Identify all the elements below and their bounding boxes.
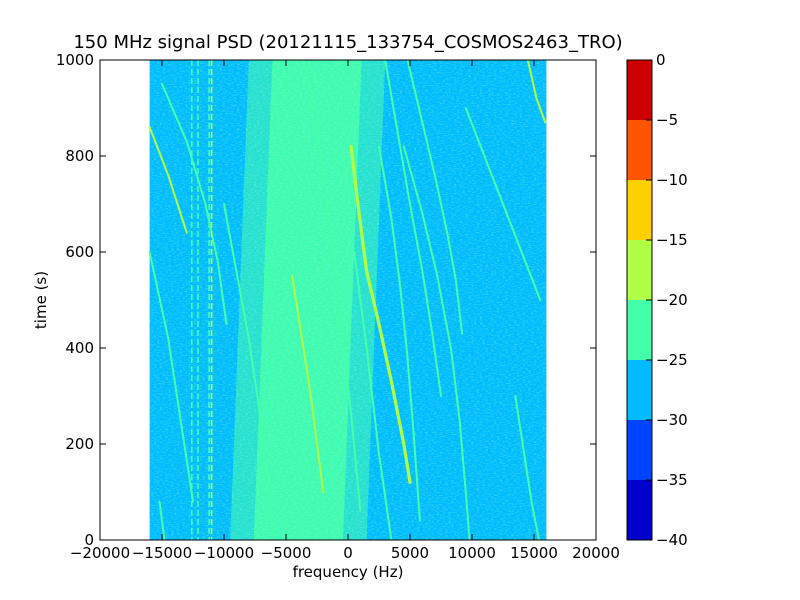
psd-heatmap — [149, 60, 547, 540]
signal-trace-12 — [402, 145, 471, 540]
x-tick-label: −20000 — [70, 544, 130, 562]
signal-trace-16 — [158, 500, 166, 540]
y-tick-label: 400 — [65, 339, 94, 357]
colorbar: −40 −35 −30 −25 −20 −15 −10 −5 0 — [626, 51, 688, 549]
signal-trace-6 — [303, 60, 362, 513]
colorbar-segment — [627, 480, 652, 540]
x-tick-label: 0 — [343, 544, 353, 562]
signal-trace-7 — [291, 275, 325, 493]
signal-trace-9 — [384, 60, 442, 397]
colorbar-segment — [627, 360, 652, 420]
y-tick-label: 0 — [84, 531, 94, 549]
y-tick-label: 1000 — [56, 51, 94, 69]
colorbar-tick-label: −40 — [656, 531, 688, 549]
x-tick-label: 20000 — [572, 544, 620, 562]
x-axis-ticks: −20000 −15000 −10000 −5000 0 5000 10000 15000 20… — [70, 60, 620, 562]
y-axis-label: time (s) — [32, 271, 50, 329]
colorbar-tick-label: 0 — [656, 51, 666, 69]
x-tick-label: 10000 — [448, 544, 496, 562]
x-tick-label: −15000 — [132, 544, 192, 562]
colorbar-segment — [627, 60, 652, 120]
heatmap-speckle — [149, 60, 547, 540]
y-tick-label: 200 — [65, 435, 94, 453]
signal-trace-4 — [148, 251, 194, 503]
signal-trace-15 — [514, 395, 540, 540]
x-tick-label: −5000 — [261, 544, 312, 562]
colorbar-tick-label: −25 — [656, 351, 688, 369]
signal-trace-11 — [378, 145, 421, 522]
signal-trace-3 — [161, 83, 228, 325]
colorbar-segment — [627, 420, 652, 480]
x-axis-label: frequency (Hz) — [293, 563, 404, 581]
signal-trace-5 — [223, 203, 275, 540]
y-tick-label: 600 — [65, 243, 94, 261]
signal-trace-8 — [353, 251, 393, 540]
x-tick-label: 15000 — [510, 544, 558, 562]
colorbar-tick-label: −5 — [656, 111, 678, 129]
colorbar-tick-label: −35 — [656, 471, 688, 489]
signal-trace-10 — [406, 60, 464, 335]
chart-title: 150 MHz signal PSD (20121115_133754_COSM… — [73, 32, 622, 53]
colorbar-segment — [627, 180, 652, 240]
signal-trace-14 — [526, 60, 547, 124]
colorbar-tick-label: −20 — [656, 291, 688, 309]
colorbar-tick-label: −15 — [656, 231, 688, 249]
signal-trace-2 — [148, 126, 188, 234]
main-signal-trace — [349, 144, 412, 484]
colorbar-segment — [627, 240, 652, 300]
colorbar-tick-label: −10 — [656, 171, 688, 189]
x-tick-label: −10000 — [194, 544, 254, 562]
x-tick-label: 5000 — [391, 544, 429, 562]
y-tick-label: 800 — [65, 147, 94, 165]
signal-traces — [148, 60, 547, 540]
y-axis-ticks: 0 200 400 600 800 1000 — [56, 51, 596, 549]
signal-trace-13 — [464, 107, 542, 301]
colorbar-segment — [627, 300, 652, 360]
colorbar-segment — [627, 120, 652, 180]
colorbar-tick-label: −30 — [656, 411, 688, 429]
